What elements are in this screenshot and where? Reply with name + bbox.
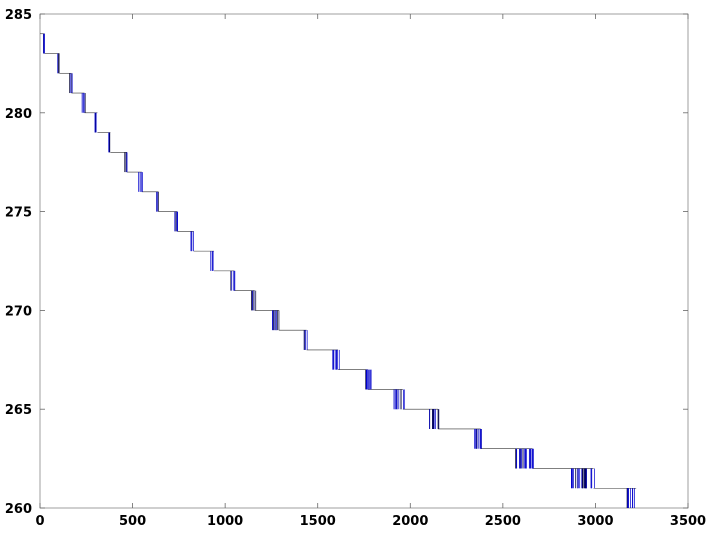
x-tick-label: 0 bbox=[35, 514, 44, 529]
transition-cluster bbox=[137, 172, 143, 192]
y-tick-label: 280 bbox=[5, 107, 32, 122]
y-tick-label: 260 bbox=[5, 502, 32, 517]
y-tick-label: 270 bbox=[5, 304, 32, 319]
series-layer bbox=[40, 33, 637, 508]
transition-cluster bbox=[124, 152, 128, 173]
tick-labels: 0 500 1000 1500 2000 2500 3000 3500 260 265 270 275… bbox=[5, 8, 706, 529]
transition-cluster bbox=[210, 251, 214, 271]
transition-cluster bbox=[365, 369, 372, 390]
y-tick-label: 285 bbox=[5, 8, 32, 23]
transition-cluster bbox=[108, 132, 111, 153]
x-tick-label: 3000 bbox=[577, 514, 613, 529]
x-tick-label: 500 bbox=[119, 514, 146, 529]
plot-frame bbox=[39, 13, 689, 509]
transition-cluster bbox=[393, 389, 405, 410]
transition-cluster bbox=[332, 349, 340, 370]
x-tick-label: 2000 bbox=[392, 514, 428, 529]
transition-cluster bbox=[515, 448, 534, 469]
transition-cluster bbox=[429, 409, 440, 429]
transition-cluster bbox=[230, 270, 236, 291]
transition-cluster bbox=[57, 53, 60, 74]
transition-cluster bbox=[43, 33, 45, 54]
y-tick-label: 275 bbox=[5, 206, 32, 221]
plot-border bbox=[39, 13, 689, 509]
x-tick-label: 3500 bbox=[670, 514, 706, 529]
transition-cluster bbox=[474, 428, 482, 449]
transition-cluster bbox=[571, 468, 595, 489]
transition-cluster bbox=[174, 211, 178, 232]
transition-cluster bbox=[156, 191, 159, 212]
transition-cluster bbox=[626, 488, 635, 508]
y-tick-label: 265 bbox=[5, 403, 32, 418]
ticks-layer bbox=[39, 13, 689, 509]
transition-cluster bbox=[68, 73, 73, 94]
x-tick-label: 1000 bbox=[207, 514, 243, 529]
transition-cluster bbox=[81, 93, 86, 113]
transition-cluster bbox=[303, 330, 308, 350]
transition-cluster bbox=[251, 290, 257, 311]
x-tick-label: 2500 bbox=[485, 514, 521, 529]
x-tick-label: 1500 bbox=[300, 514, 336, 529]
transition-cluster bbox=[272, 310, 280, 331]
transition-cluster bbox=[190, 231, 194, 252]
transition-cluster bbox=[94, 112, 97, 133]
